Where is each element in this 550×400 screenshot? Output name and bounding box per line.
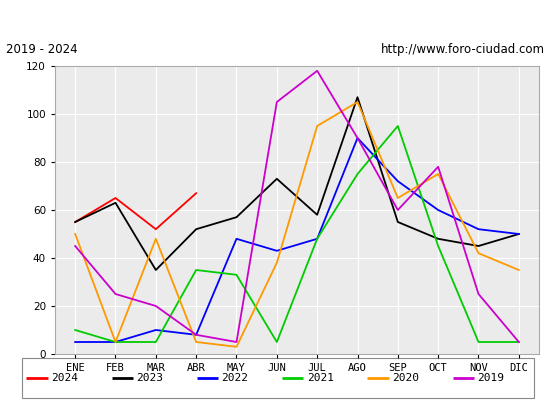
Text: 2020: 2020 [392, 373, 419, 383]
Text: 2021: 2021 [307, 373, 334, 383]
Text: 2024: 2024 [51, 373, 78, 383]
Text: 2023: 2023 [136, 373, 163, 383]
Text: 2019 - 2024: 2019 - 2024 [6, 44, 77, 56]
Text: Evolucion Nº Turistas Extranjeros en el municipio de Cortes de Pallás: Evolucion Nº Turistas Extranjeros en el … [36, 11, 514, 25]
Text: http://www.foro-ciudad.com: http://www.foro-ciudad.com [381, 44, 544, 56]
Text: 2022: 2022 [222, 373, 249, 383]
Text: 2019: 2019 [477, 373, 504, 383]
